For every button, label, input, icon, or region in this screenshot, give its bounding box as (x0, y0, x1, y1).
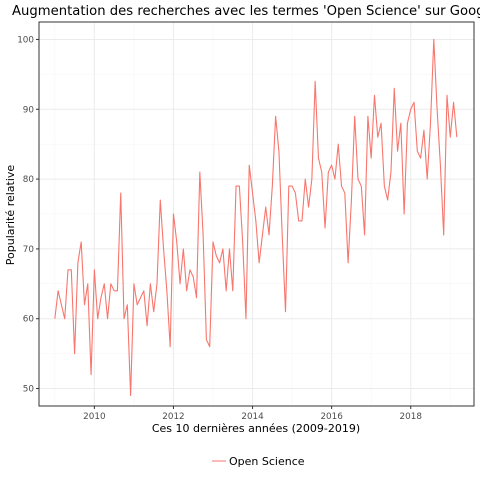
grid-minor (39, 22, 474, 406)
y-tick-label: 60 (23, 315, 35, 325)
x-tick-label: 2016 (320, 412, 343, 422)
x-axis-title: Ces 10 dernières années (2009-2019) (152, 422, 360, 435)
y-tick-label: 70 (23, 245, 35, 255)
x-tick-label: 2014 (241, 412, 264, 422)
x-axis: 2010 2012 2014 2016 2018 (83, 406, 422, 422)
y-axis: 50 60 70 80 90 100 (17, 35, 39, 395)
series-line-open-science (54, 38, 458, 397)
x-tick-label: 2010 (83, 412, 106, 422)
x-tick-label: 2018 (400, 412, 422, 422)
y-tick-label: 100 (17, 35, 34, 45)
chart-title: Augmentation des recherches avec les ter… (12, 4, 480, 19)
series-layer (54, 38, 458, 397)
y-tick-label: 90 (23, 105, 35, 115)
y-tick-label: 50 (23, 385, 35, 395)
y-tick-label: 80 (23, 175, 35, 185)
x-tick-label: 2012 (162, 412, 184, 422)
legend: Open Science (212, 455, 305, 468)
y-axis-title: Popularité relative (4, 165, 17, 266)
panel-border (38, 21, 475, 407)
legend-label-open-science: Open Science (229, 455, 305, 468)
